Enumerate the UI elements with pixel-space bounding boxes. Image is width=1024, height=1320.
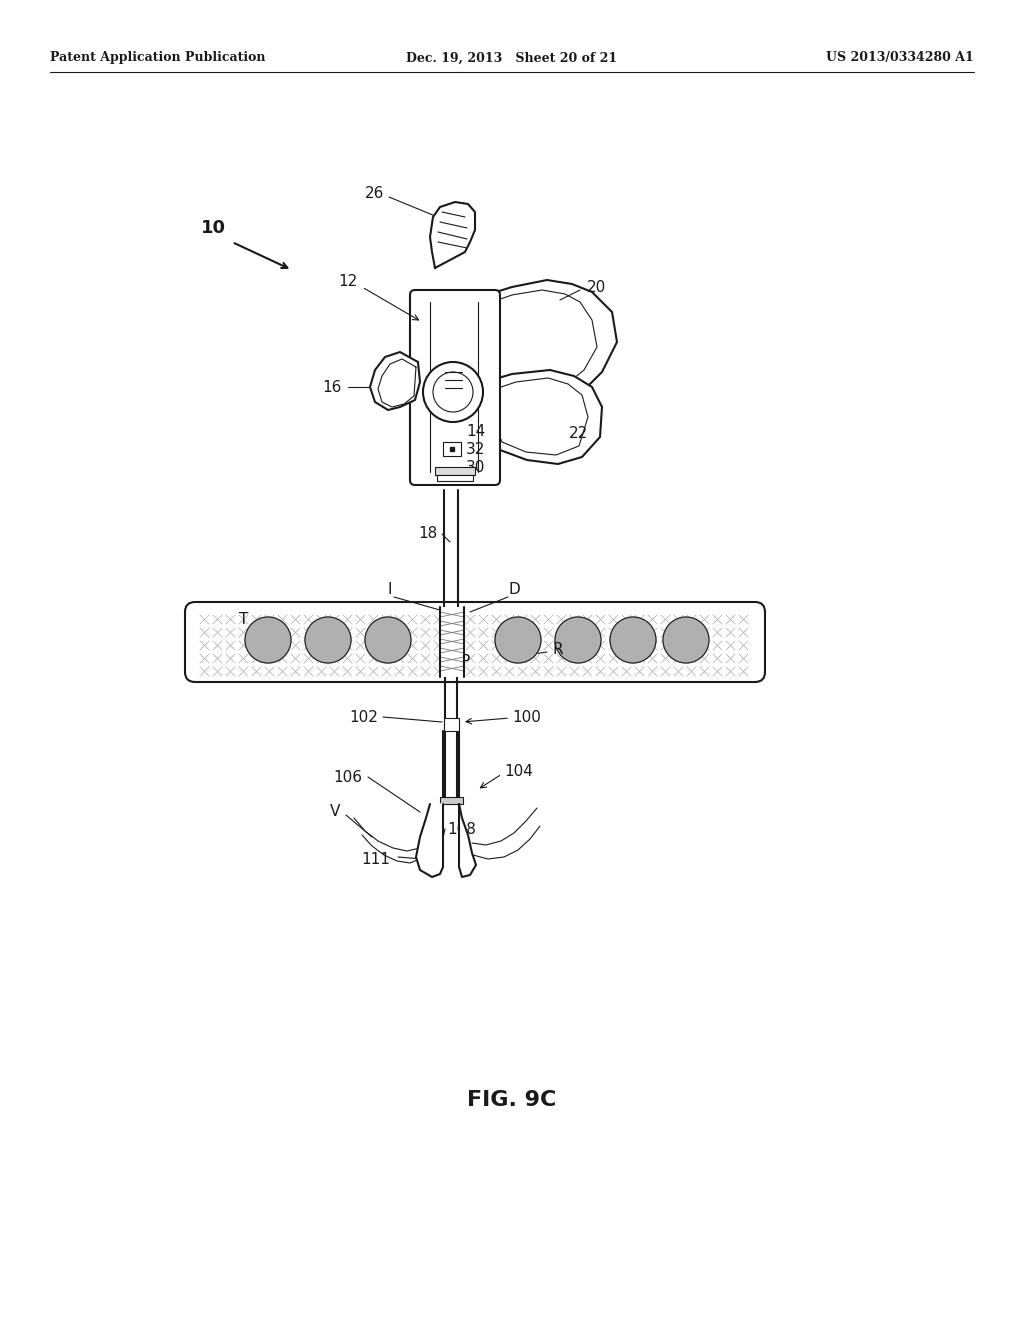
Polygon shape [416, 804, 443, 876]
Text: 100: 100 [512, 710, 541, 725]
FancyBboxPatch shape [185, 602, 765, 682]
Text: P: P [461, 655, 470, 669]
Circle shape [663, 616, 709, 663]
Text: 104: 104 [504, 764, 532, 780]
Circle shape [305, 616, 351, 663]
Text: 30: 30 [466, 459, 485, 474]
Circle shape [495, 616, 541, 663]
Bar [444, 718, 459, 731]
FancyBboxPatch shape [410, 290, 500, 484]
Text: 16: 16 [323, 380, 342, 395]
Bar [437, 475, 473, 480]
Circle shape [555, 616, 601, 663]
Text: 108: 108 [447, 822, 476, 837]
Text: 10: 10 [201, 219, 225, 238]
Text: 106: 106 [333, 770, 362, 784]
Text: FIG. 9C: FIG. 9C [467, 1090, 557, 1110]
Text: 12: 12 [338, 275, 357, 289]
Polygon shape [370, 352, 420, 411]
Text: V: V [330, 804, 340, 820]
Polygon shape [480, 280, 617, 403]
Bar [440, 607, 464, 677]
Text: Dec. 19, 2013   Sheet 20 of 21: Dec. 19, 2013 Sheet 20 of 21 [407, 51, 617, 65]
Text: 111: 111 [361, 853, 390, 867]
Text: 18: 18 [419, 527, 438, 541]
Circle shape [610, 616, 656, 663]
Text: R: R [553, 643, 563, 657]
Text: T: T [240, 611, 249, 627]
Polygon shape [430, 202, 475, 268]
Text: 102: 102 [349, 710, 378, 725]
Circle shape [365, 616, 411, 663]
Text: I: I [388, 582, 392, 597]
Text: 20: 20 [587, 280, 605, 294]
Bar [435, 467, 475, 475]
Text: Patent Application Publication: Patent Application Publication [50, 51, 265, 65]
Bar [440, 797, 463, 804]
Text: US 2013/0334280 A1: US 2013/0334280 A1 [826, 51, 974, 65]
Text: 14: 14 [466, 425, 485, 440]
Polygon shape [459, 804, 476, 876]
Text: 32: 32 [466, 442, 485, 458]
Circle shape [245, 616, 291, 663]
Text: 26: 26 [366, 186, 385, 201]
Text: 22: 22 [568, 426, 588, 441]
Circle shape [423, 362, 483, 422]
Text: D: D [508, 582, 520, 597]
Bar [443, 442, 461, 455]
Polygon shape [485, 370, 602, 465]
